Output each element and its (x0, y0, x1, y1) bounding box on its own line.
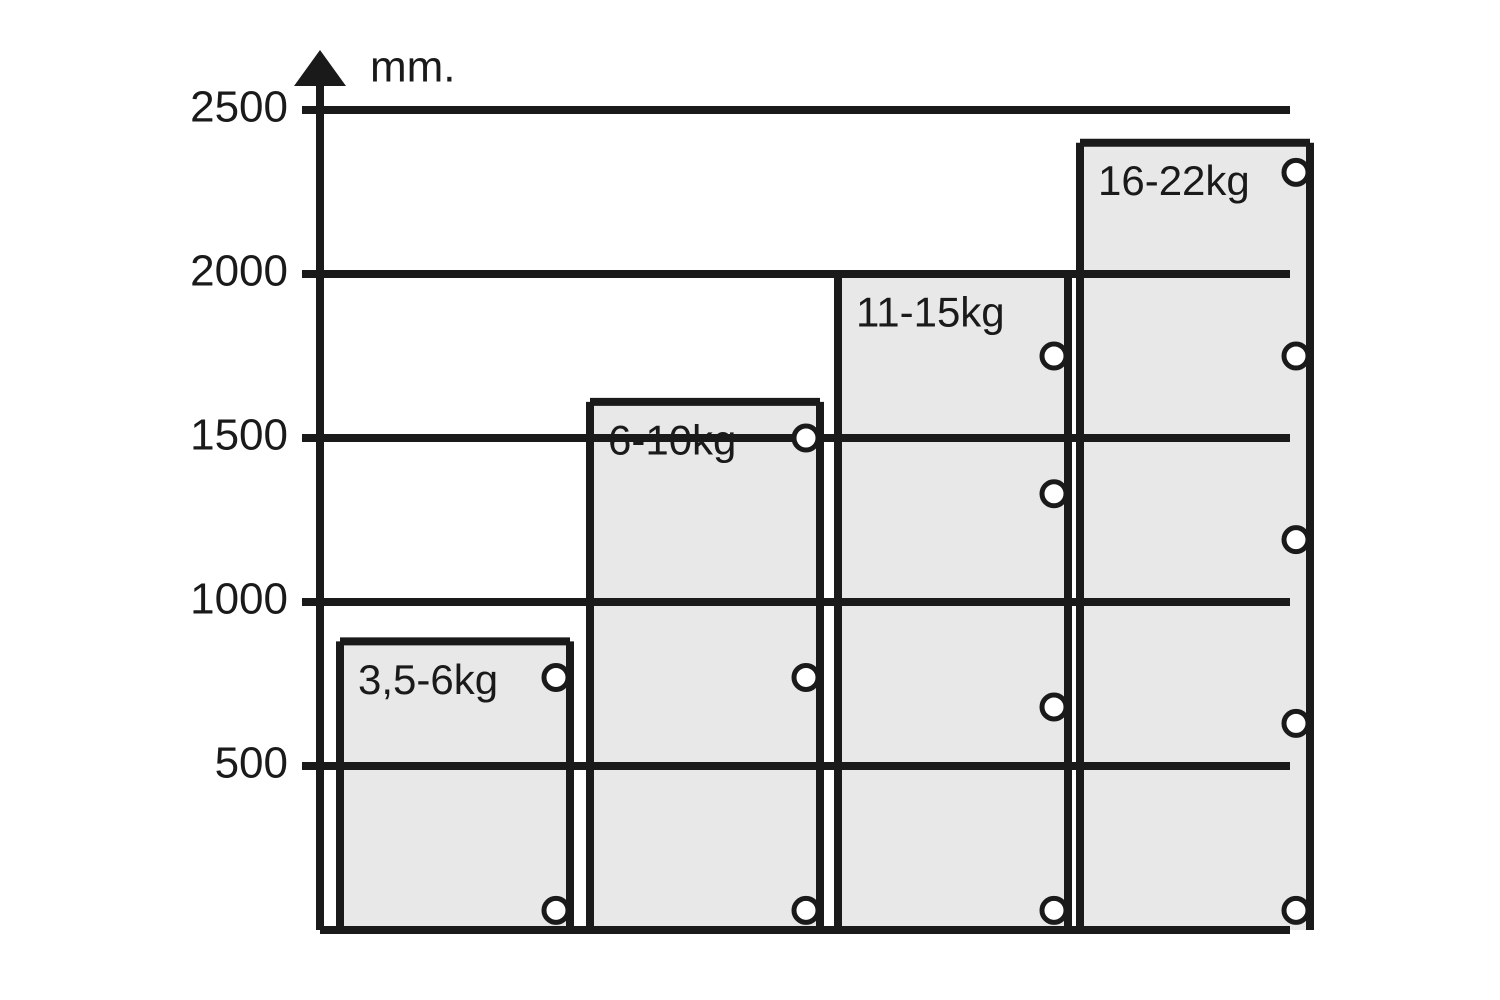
unit-label: mm. (370, 43, 456, 92)
bar-fills (340, 143, 1310, 930)
y-tick-label: 1500 (190, 411, 288, 460)
y-tick-label: 2000 (190, 247, 288, 296)
hinge-marker (1042, 344, 1066, 368)
bar-label: 3,5-6kg (358, 656, 498, 703)
y-axis-arrow (294, 50, 346, 86)
y-tick-label: 2500 (190, 83, 288, 132)
hinge-marker (544, 898, 568, 922)
hinge-marker (1284, 898, 1308, 922)
hinge-marker (1284, 160, 1308, 184)
hinge-marker (1042, 695, 1066, 719)
y-ticks: 500 1000 1500 2000 2500 (190, 83, 320, 788)
hinge-marker (1042, 482, 1066, 506)
hinge-marker (1284, 344, 1308, 368)
bar-label: 11-15kg (856, 288, 1005, 335)
hinge-marker (1284, 711, 1308, 735)
bar-fill (590, 402, 820, 930)
hinge-marker (794, 898, 818, 922)
hinge-marker (794, 665, 818, 689)
bar-chart: 3,5-6kg 6-10kg 11-15kg 16-22kg 500 1000 1500 20… (0, 0, 1500, 1000)
hinge-marker (1284, 528, 1308, 552)
y-tick-label: 500 (215, 739, 288, 788)
bar-label: 6-10kg (608, 416, 736, 463)
y-tick-label: 1000 (190, 575, 288, 624)
hinge-marker (794, 426, 818, 450)
bar-fill (1080, 143, 1310, 930)
bar-label: 16-22kg (1098, 157, 1250, 204)
hinge-marker (544, 665, 568, 689)
hinge-marker (1042, 898, 1066, 922)
